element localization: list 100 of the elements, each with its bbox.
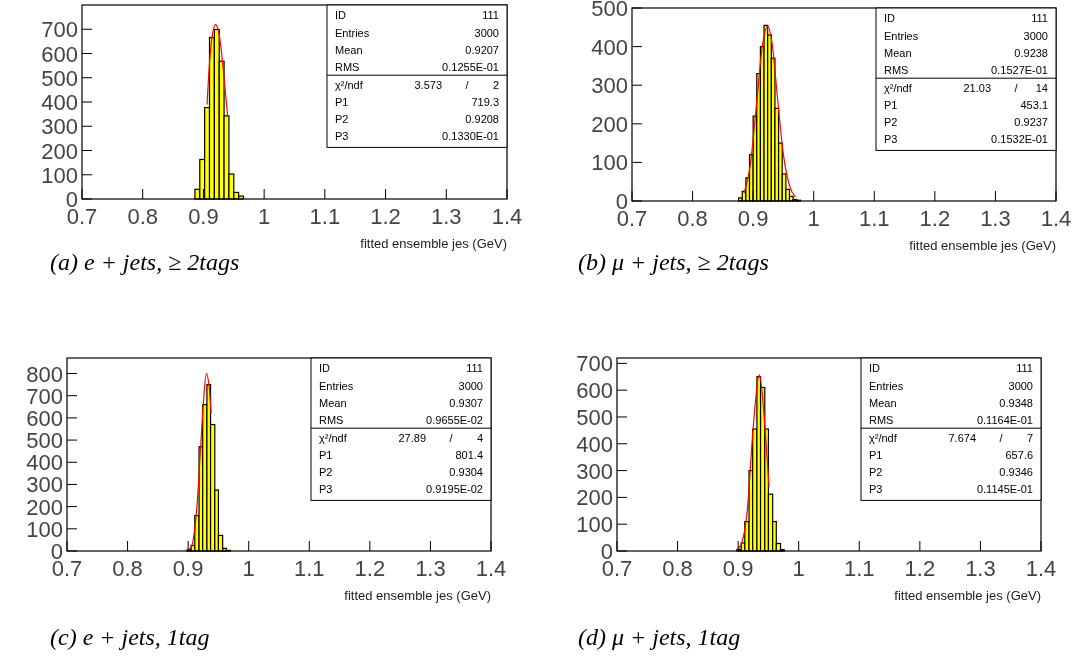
x-axis-title: fitted ensemble jes (GeV) bbox=[344, 588, 491, 603]
x-tick-label: 0.9 bbox=[737, 206, 769, 231]
annotation: Mean bbox=[319, 396, 347, 409]
annotation: ID bbox=[335, 9, 347, 22]
y-tick-label: 500 bbox=[41, 65, 78, 91]
y-tick-label: 400 bbox=[591, 34, 628, 60]
annotation: Entries bbox=[335, 26, 370, 39]
y-tick-label: 500 bbox=[591, 0, 628, 21]
text: (c) e + jets, 1tag bbox=[50, 624, 210, 650]
x-axis-title: fitted ensemble jes (GeV) bbox=[360, 236, 507, 251]
annotation: 0.9348 bbox=[999, 396, 1033, 409]
annotation: 2 bbox=[492, 78, 499, 91]
annotation: 0.9237 bbox=[1014, 116, 1048, 129]
x-tick-label: 1.3 bbox=[430, 204, 462, 229]
annotation: P2 bbox=[335, 113, 349, 126]
y-tick-label: 300 bbox=[591, 73, 628, 99]
annotation: P2 bbox=[869, 466, 883, 479]
annotation: 14 bbox=[1035, 81, 1048, 94]
annotation: P2 bbox=[884, 116, 898, 129]
annotation: χ²/ndf bbox=[884, 81, 913, 94]
y-tick-label: 300 bbox=[41, 114, 78, 140]
x-tick-label: 0.8 bbox=[112, 556, 143, 581]
annotation: 4 bbox=[476, 431, 483, 444]
annotation: 0.9207 bbox=[465, 43, 499, 56]
x-tick-label: 0.9 bbox=[172, 556, 204, 581]
annotation: / bbox=[465, 78, 470, 91]
annotation: Mean bbox=[869, 396, 897, 409]
x-axis-title: fitted ensemble jes (GeV) bbox=[909, 238, 1056, 253]
text: (a) e + jets, ≥ 2tags bbox=[50, 249, 240, 275]
annotation: 111 bbox=[1031, 12, 1048, 25]
annotation: 0.9307 bbox=[449, 396, 483, 409]
annotation: 0.1330E-01 bbox=[442, 130, 499, 143]
annotation: 3.573 bbox=[414, 78, 442, 91]
x-tick-label: 0.8 bbox=[127, 204, 159, 229]
annotation: P1 bbox=[319, 448, 333, 461]
annotation: RMS bbox=[884, 64, 909, 77]
annotation: Entries bbox=[869, 379, 904, 392]
annotation: Mean bbox=[884, 46, 912, 59]
y-tick-label: 700 bbox=[41, 17, 78, 43]
annotation: 7 bbox=[1026, 431, 1033, 444]
y-tick-label: 400 bbox=[576, 431, 613, 457]
annotation: 801.4 bbox=[455, 448, 483, 461]
x-tick-label: 1.1 bbox=[858, 206, 890, 231]
annotation: 111 bbox=[1016, 362, 1033, 375]
annotation: 3000 bbox=[474, 26, 499, 39]
annotation: χ²/ndf bbox=[319, 431, 348, 444]
annotation: / bbox=[999, 431, 1004, 444]
annotation: 111 bbox=[466, 362, 483, 375]
annotation: ID bbox=[869, 362, 881, 375]
annotation: 453.1 bbox=[1020, 98, 1048, 111]
text: (b) μ + jets, ≥ 2tags bbox=[578, 249, 769, 275]
annotation: 0.1527E-01 bbox=[991, 64, 1048, 77]
annotation: P1 bbox=[884, 98, 898, 111]
y-tick-label: 100 bbox=[591, 150, 628, 176]
y-tick-label: 600 bbox=[41, 41, 78, 67]
y-tick-label: 200 bbox=[591, 111, 628, 137]
annotation: χ²/ndf bbox=[335, 78, 364, 91]
annotation: 719.3 bbox=[471, 95, 499, 108]
x-tick-label: 1.1 bbox=[293, 556, 325, 581]
annotation: 0.1164E-01 bbox=[976, 414, 1033, 427]
y-tick-label: 200 bbox=[576, 485, 613, 511]
x-tick-label: 1.3 bbox=[965, 556, 996, 581]
x-tick-label: 1.4 bbox=[491, 204, 523, 229]
y-tick-label: 300 bbox=[576, 458, 613, 484]
x-tick-label: 1.2 bbox=[904, 556, 936, 581]
annotation: Entries bbox=[884, 29, 919, 42]
annotation: P3 bbox=[869, 483, 883, 496]
y-tick-label: 200 bbox=[41, 138, 78, 164]
x-tick-label: 0.9 bbox=[722, 556, 754, 581]
x-tick-label: 1.4 bbox=[1040, 206, 1072, 231]
x-tick-label: 1 bbox=[242, 556, 255, 581]
annotation: P3 bbox=[335, 130, 349, 143]
x-tick-label: 0.8 bbox=[677, 206, 708, 231]
x-tick-label: 1.1 bbox=[843, 556, 875, 581]
annotation: P2 bbox=[319, 466, 333, 479]
annotation: 27.89 bbox=[398, 431, 426, 444]
annotation: ID bbox=[884, 12, 896, 25]
x-tick-label: 1.3 bbox=[415, 556, 446, 581]
annotation: 0.9208 bbox=[465, 113, 499, 126]
y-tick-label: 400 bbox=[41, 90, 78, 115]
annotation: 0.1255E-01 bbox=[442, 61, 499, 74]
annotation: RMS bbox=[335, 61, 360, 74]
annotation: RMS bbox=[869, 414, 894, 427]
annotation: Entries bbox=[319, 379, 354, 392]
annotation: 0.1145E-01 bbox=[976, 483, 1033, 496]
text: (d) μ + jets, 1tag bbox=[578, 624, 741, 650]
annotation: χ²/ndf bbox=[869, 431, 898, 444]
x-tick-label: 1 bbox=[258, 204, 271, 229]
annotation: 0.9304 bbox=[449, 466, 483, 479]
y-tick-label: 600 bbox=[576, 378, 613, 404]
y-tick-label: 100 bbox=[576, 512, 613, 538]
annotation: 0.9195E-02 bbox=[426, 483, 483, 496]
y-tick-label: 500 bbox=[576, 404, 613, 430]
annotation: 3000 bbox=[1008, 379, 1033, 392]
annotation: 0.1532E-01 bbox=[991, 133, 1048, 146]
annotation: Mean bbox=[335, 43, 363, 56]
x-tick-label: 1 bbox=[792, 556, 805, 581]
x-tick-label: 1.4 bbox=[475, 556, 507, 581]
x-tick-label: 1.2 bbox=[370, 204, 401, 229]
x-tick-label: 0.8 bbox=[662, 556, 693, 581]
